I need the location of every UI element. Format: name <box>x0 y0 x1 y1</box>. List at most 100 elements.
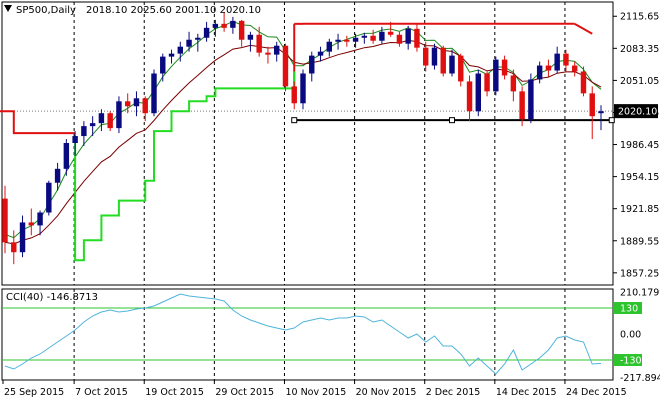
candle-body <box>379 31 385 41</box>
candle-body <box>528 79 534 120</box>
symbol-label: SP500,Daily <box>16 5 76 16</box>
candle-body <box>309 55 315 74</box>
cci-axis-label: 130 <box>620 304 638 315</box>
current-price-label: 2020.10 <box>618 107 657 118</box>
candle-body <box>282 45 289 87</box>
date-tick-label: 10 Nov 2015 <box>285 387 346 398</box>
cci-label: CCI(40) -146.8713 <box>6 292 98 303</box>
fast-ma-line <box>4 20 602 239</box>
axis-labels: 2115.652083.352051.052018.751986.451954.… <box>2 12 659 398</box>
current-price-box: 2020.10 <box>614 104 658 119</box>
date-tick-label: 29 Oct 2015 <box>215 387 274 398</box>
candle-body <box>89 123 96 127</box>
channel-handle <box>291 117 298 124</box>
candle-body <box>449 55 455 74</box>
date-tick-label: 20 Nov 2015 <box>356 387 417 398</box>
candle-body <box>440 47 446 74</box>
candle-body <box>186 39 192 47</box>
candle-body <box>422 47 429 66</box>
candle-body <box>589 93 595 117</box>
candle-body <box>370 35 376 41</box>
candle-body <box>466 81 473 112</box>
candle-body <box>212 23 219 28</box>
price-tick-label: 2115.65 <box>620 12 659 23</box>
candle-body <box>414 28 420 48</box>
candle-body <box>19 222 26 253</box>
date-tick-label: 25 Sep 2015 <box>4 387 64 398</box>
collapse-icon[interactable] <box>4 5 12 12</box>
candle-body <box>133 98 140 107</box>
price-tick-label: 1889.55 <box>620 236 659 247</box>
cci-level-tag <box>614 302 642 314</box>
candle-body <box>598 111 604 114</box>
indicator-overlays <box>0 20 615 262</box>
candle-body <box>273 45 280 55</box>
candle-body <box>458 55 464 82</box>
candle-body <box>484 73 490 92</box>
candle-body <box>563 53 569 66</box>
candle-body <box>72 136 78 144</box>
candle-body <box>554 53 560 71</box>
candle-body <box>46 182 52 213</box>
slow-ma-line <box>4 39 602 245</box>
price-panel-border <box>1 1 614 286</box>
candle-body <box>493 59 499 92</box>
candle-body <box>265 52 271 55</box>
candle-body <box>344 39 350 42</box>
candle-body <box>247 34 254 40</box>
candle-body <box>151 73 157 114</box>
price-tick-label: 1857.25 <box>620 268 659 279</box>
sar-stop-line <box>74 71 296 262</box>
channel-upper-early <box>0 110 76 135</box>
price-tick-label: 2083.35 <box>620 44 659 55</box>
date-tick-label: 7 Oct 2015 <box>75 387 128 398</box>
candle-body <box>177 46 184 54</box>
cci-axis-label: 210.1799 <box>620 287 660 298</box>
candle-body <box>230 20 236 28</box>
candle-body <box>11 242 17 253</box>
candle-body <box>510 75 517 92</box>
candle-body <box>580 71 587 94</box>
candle-body <box>536 65 543 80</box>
date-tick-label: 24 Dec 2015 <box>566 387 627 398</box>
cci-level-tag <box>614 354 642 366</box>
candle-body <box>256 34 262 53</box>
candle-body <box>519 91 525 120</box>
candle-body <box>300 73 306 104</box>
candle-body <box>501 59 508 76</box>
channel-upper-drop <box>574 22 593 35</box>
cci-panel-border <box>1 288 614 381</box>
candle-body <box>317 51 324 56</box>
current-price-bg <box>614 104 658 119</box>
candle-body <box>54 168 61 183</box>
candle-body <box>238 20 245 40</box>
candle-body <box>405 28 411 44</box>
candle-body <box>63 143 70 169</box>
candle-body <box>396 34 403 44</box>
price-tick-label: 1954.15 <box>620 172 659 183</box>
candle-body <box>326 41 333 52</box>
grid-lines <box>2 2 613 380</box>
candle-body <box>98 113 105 124</box>
candle-body <box>160 56 166 74</box>
candle-body <box>107 113 113 129</box>
ohlc-readout: 2018.10 2025.60 2001.10 2020.10 <box>86 5 261 16</box>
chart-frame <box>1 1 614 381</box>
candle-body <box>352 37 359 42</box>
candle-body <box>124 101 131 107</box>
candle-body <box>2 198 8 243</box>
candle-body <box>116 101 122 129</box>
price-tick-label: 2051.05 <box>620 76 659 87</box>
cci-axis-label: -130 <box>620 356 642 367</box>
cci-panel: CCI(40) -146.8713 210.1799 130 0.00 -130 -217… <box>2 287 660 384</box>
cci-axis-label: -217.8943 <box>620 373 660 384</box>
candle-body <box>195 37 201 40</box>
channel-handle <box>608 117 615 124</box>
price-tick-label: 1986.45 <box>620 140 659 151</box>
candle-body <box>168 53 175 57</box>
date-tick-label: 19 Oct 2015 <box>145 387 204 398</box>
date-tick-label: 14 Dec 2015 <box>496 387 557 398</box>
candle-body <box>221 23 227 28</box>
candle-body <box>142 98 148 114</box>
